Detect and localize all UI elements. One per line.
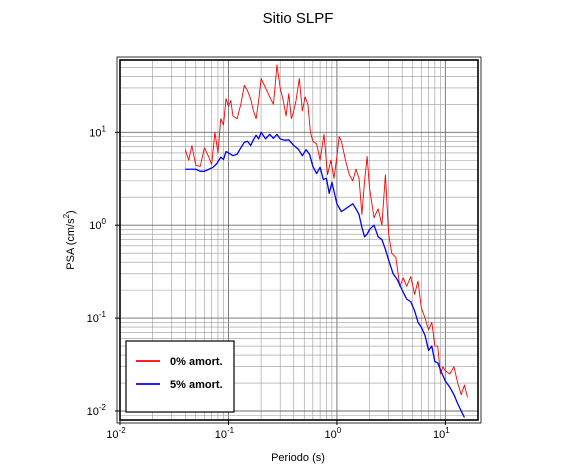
x-tick-exp: 1 (445, 426, 450, 435)
y-tick-base: 10 (89, 220, 101, 232)
y-tick-base: 10 (87, 313, 99, 325)
y-tick-label-2: 100 (89, 217, 106, 232)
legend: 0% amort. 5% amort. (125, 340, 235, 413)
x-tick-exp: -1 (227, 426, 235, 435)
y-tick-label-3: 101 (89, 124, 106, 139)
y-axis-label: PSA (cm/s2) (62, 210, 77, 269)
chart-title: Sitio SLPF (263, 10, 334, 27)
x-tick-label-0: 10-2 (106, 426, 126, 441)
x-tick-base: 10 (325, 429, 337, 441)
y-tick-exp: -2 (99, 403, 107, 412)
grid (119, 59, 479, 421)
legend-label-1: 5% amort. (170, 379, 223, 391)
y-tick-label-1: 10-1 (87, 310, 107, 325)
series-line-0 (184, 64, 468, 398)
series-line-1 (185, 131, 466, 418)
y-tick-label-0: 10-2 (87, 403, 107, 418)
x-tick-base: 10 (106, 429, 118, 441)
x-tick-base: 10 (215, 429, 227, 441)
y-tick-exp: 0 (102, 217, 107, 226)
x-tick-base: 10 (433, 429, 445, 441)
y-tick-exp: 1 (102, 124, 107, 133)
plot-border (119, 59, 479, 421)
y-tick-base: 10 (87, 406, 99, 418)
y-axis-label-close: ) (65, 210, 77, 214)
x-tick-exp: -2 (119, 426, 127, 435)
y-axis-label-sup: 2 (62, 213, 71, 218)
x-tick-label-1: 10-1 (215, 426, 235, 441)
x-tick-exp: 0 (337, 426, 342, 435)
plot-frame (116, 56, 482, 424)
x-tick-label-2: 100 (325, 426, 342, 441)
plot-border-outer (116, 56, 482, 424)
y-axis-label-main: PSA (cm/s (65, 218, 77, 270)
y-tick-base: 10 (89, 127, 101, 139)
series-group (184, 64, 468, 418)
x-axis-label: Periodo (s) (271, 452, 325, 464)
y-tick-exp: -1 (99, 310, 107, 319)
legend-label-0: 0% amort. (170, 356, 223, 368)
legend-box (125, 340, 235, 413)
x-tick-label-3: 101 (433, 426, 450, 441)
